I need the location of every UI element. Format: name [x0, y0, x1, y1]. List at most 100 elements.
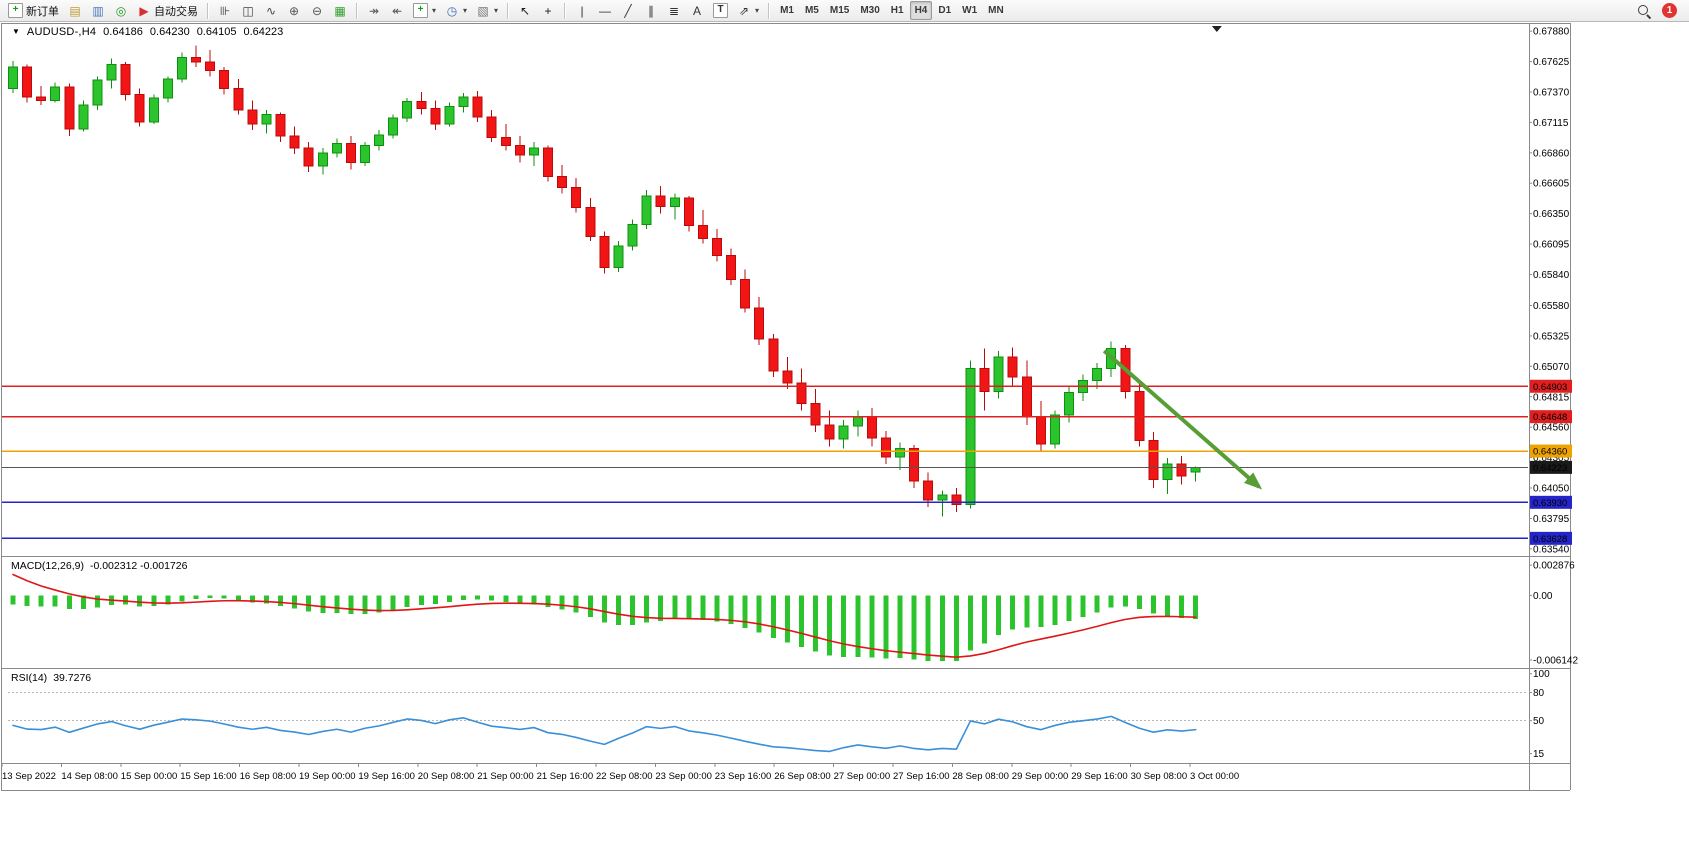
svg-text:23 Sep 16:00: 23 Sep 16:00 [715, 771, 772, 782]
svg-text:0.63795: 0.63795 [1533, 514, 1570, 525]
svg-text:29 Sep 16:00: 29 Sep 16:00 [1071, 771, 1128, 782]
svg-text:0.64360: 0.64360 [1533, 447, 1567, 458]
text-label-icon: T [713, 3, 729, 18]
svg-text:0.63628: 0.63628 [1533, 534, 1567, 545]
svg-text:-0.006142: -0.006142 [1533, 656, 1578, 667]
channel-button[interactable]: ∥ [640, 1, 662, 20]
svg-text:23 Sep 00:00: 23 Sep 00:00 [655, 771, 712, 782]
time-scale[interactable]: 13 Sep 2022 14 Sep 08:00 15 Sep 00:00 15 Se… [1, 764, 1239, 782]
indicators-icon: + [413, 3, 428, 18]
svg-text:0.66860: 0.66860 [1533, 148, 1570, 159]
periods-button[interactable]: ◷ ▾ [441, 1, 471, 20]
chart-shift-marker[interactable] [1211, 26, 1222, 32]
timeframe-mn-button[interactable]: MN [983, 1, 1009, 20]
timeframe-d1-button-label: D1 [938, 5, 952, 16]
chart-window[interactable]: 0.67880 0.67625 0.67370 0.67115 0.66860 0.666… [0, 22, 1689, 852]
svg-text:0.63930: 0.63930 [1533, 498, 1567, 509]
templates-button[interactable]: ▧ ▾ [472, 1, 502, 20]
svg-text:30 Sep 08:00: 30 Sep 08:00 [1131, 771, 1188, 782]
svg-text:21 Sep 16:00: 21 Sep 16:00 [537, 771, 594, 782]
toolbar-divider [768, 2, 771, 19]
timeframe-m5-button[interactable]: M5 [800, 1, 824, 20]
cursor-button[interactable]: ↖ [514, 1, 536, 20]
crosshair-icon: + [544, 3, 552, 18]
toolbar-right: 1 [1635, 2, 1685, 20]
vertical-line-button[interactable]: | [571, 1, 593, 20]
chart-shift-button[interactable]: ↞ [386, 1, 408, 20]
svg-text:14 Sep 08:00: 14 Sep 08:00 [61, 771, 118, 782]
fibonacci-button[interactable]: ≣ [663, 1, 685, 20]
svg-text:0.65580: 0.65580 [1533, 301, 1570, 312]
candlesticks-button[interactable]: ◫ [237, 1, 259, 20]
svg-text:100: 100 [1533, 669, 1550, 680]
line-chart-icon: ∿ [265, 3, 277, 18]
new-order-button[interactable]: + 新订单 [4, 1, 63, 20]
tile-windows-icon: ▦ [334, 3, 346, 18]
svg-text:0.63540: 0.63540 [1533, 544, 1570, 555]
periods-icon: ◷ [446, 3, 458, 18]
autotrading-button[interactable]: ▶ 自动交易 [133, 1, 202, 20]
trendline-button[interactable]: ╱ [617, 1, 639, 20]
notification-badge[interactable]: 1 [1662, 3, 1677, 18]
line-chart-button[interactable]: ∿ [260, 1, 282, 20]
market-watch-icon: ▥ [92, 3, 104, 18]
autotrading-button-label: 自动交易 [154, 5, 198, 18]
timeframe-m15-button[interactable]: M15 [825, 1, 854, 20]
svg-text:28 Sep 08:00: 28 Sep 08:00 [952, 771, 1009, 782]
timeframe-d1-button[interactable]: D1 [933, 1, 956, 20]
zoom-in-button[interactable]: ⊕ [283, 1, 305, 20]
shapes-button[interactable]: ⇗ ▾ [733, 1, 763, 20]
timeframe-m30-button[interactable]: M30 [855, 1, 884, 20]
signals-icon: ◎ [115, 3, 127, 18]
zoom-in-icon: ⊕ [288, 3, 300, 18]
market-watch-button[interactable]: ▥ [87, 1, 109, 20]
price-chart[interactable]: 0.67880 0.67625 0.67370 0.67115 0.66860 0.666… [0, 22, 1689, 852]
templates-icon: ▧ [477, 3, 489, 18]
timeframe-m1-button[interactable]: M1 [775, 1, 799, 20]
svg-text:0.67880: 0.67880 [1533, 27, 1570, 38]
tile-windows-button[interactable]: ▦ [329, 1, 351, 20]
search-button[interactable] [1635, 2, 1653, 20]
indicators-button[interactable]: + ▾ [409, 1, 440, 20]
dropdown-caret-icon: ▾ [494, 6, 499, 15]
chart-frame [1, 23, 1571, 791]
trendline-icon: ╱ [624, 3, 632, 18]
horizontal-line-button[interactable]: — [594, 1, 616, 20]
timeframe-w1-button-label: W1 [962, 5, 978, 16]
horizontal-line-icon: — [599, 3, 612, 18]
ohlc-bars-icon: ⊪ [219, 3, 231, 18]
zoom-out-button[interactable]: ⊖ [306, 1, 328, 20]
vertical-line-icon: | [580, 3, 584, 18]
arrows-shapes-icon: ⇗ [739, 3, 750, 18]
auto-scroll-button[interactable]: ↠ [363, 1, 385, 20]
svg-text:0.67115: 0.67115 [1533, 118, 1569, 129]
svg-text:26 Sep 08:00: 26 Sep 08:00 [774, 771, 831, 782]
timeframe-h1-button-label: H1 [890, 5, 904, 16]
chart-objects[interactable]: 0.64903 0.64648 0.64360 0.63930 0.63628 0.642… [2, 349, 1572, 545]
ohlc-bars-button[interactable]: ⊪ [214, 1, 236, 20]
svg-text:16 Sep 08:00: 16 Sep 08:00 [240, 771, 297, 782]
signals-button[interactable]: ◎ [110, 1, 132, 20]
text-label-button[interactable]: T [709, 1, 732, 20]
timeframe-h1-button[interactable]: H1 [886, 1, 909, 20]
svg-text:0.64815: 0.64815 [1533, 392, 1570, 403]
price-scale[interactable]: 0.67880 0.67625 0.67370 0.67115 0.66860 0.666… [1530, 27, 1570, 556]
svg-text:0.66605: 0.66605 [1533, 179, 1570, 190]
text-button[interactable]: A [686, 1, 708, 20]
fibonacci-icon: ≣ [669, 3, 680, 18]
timeframe-h4-button[interactable]: H4 [909, 1, 933, 20]
svg-text:0.64648: 0.64648 [1533, 412, 1567, 423]
charts-button[interactable]: ▤ [64, 1, 86, 20]
svg-text:0.64305: 0.64305 [1533, 453, 1570, 464]
svg-text:0.64560: 0.64560 [1533, 423, 1570, 434]
text-icon: A [693, 3, 702, 18]
svg-text:0.67625: 0.67625 [1533, 57, 1570, 68]
crosshair-button[interactable]: + [537, 1, 559, 20]
dropdown-caret-icon: ▾ [432, 6, 437, 15]
timeframe-w1-button[interactable]: W1 [957, 1, 982, 20]
new-order-icon: + [8, 3, 23, 18]
svg-text:0.65840: 0.65840 [1533, 270, 1570, 281]
svg-text:0.64223: 0.64223 [1533, 463, 1567, 474]
svg-text:19 Sep 16:00: 19 Sep 16:00 [358, 771, 415, 782]
